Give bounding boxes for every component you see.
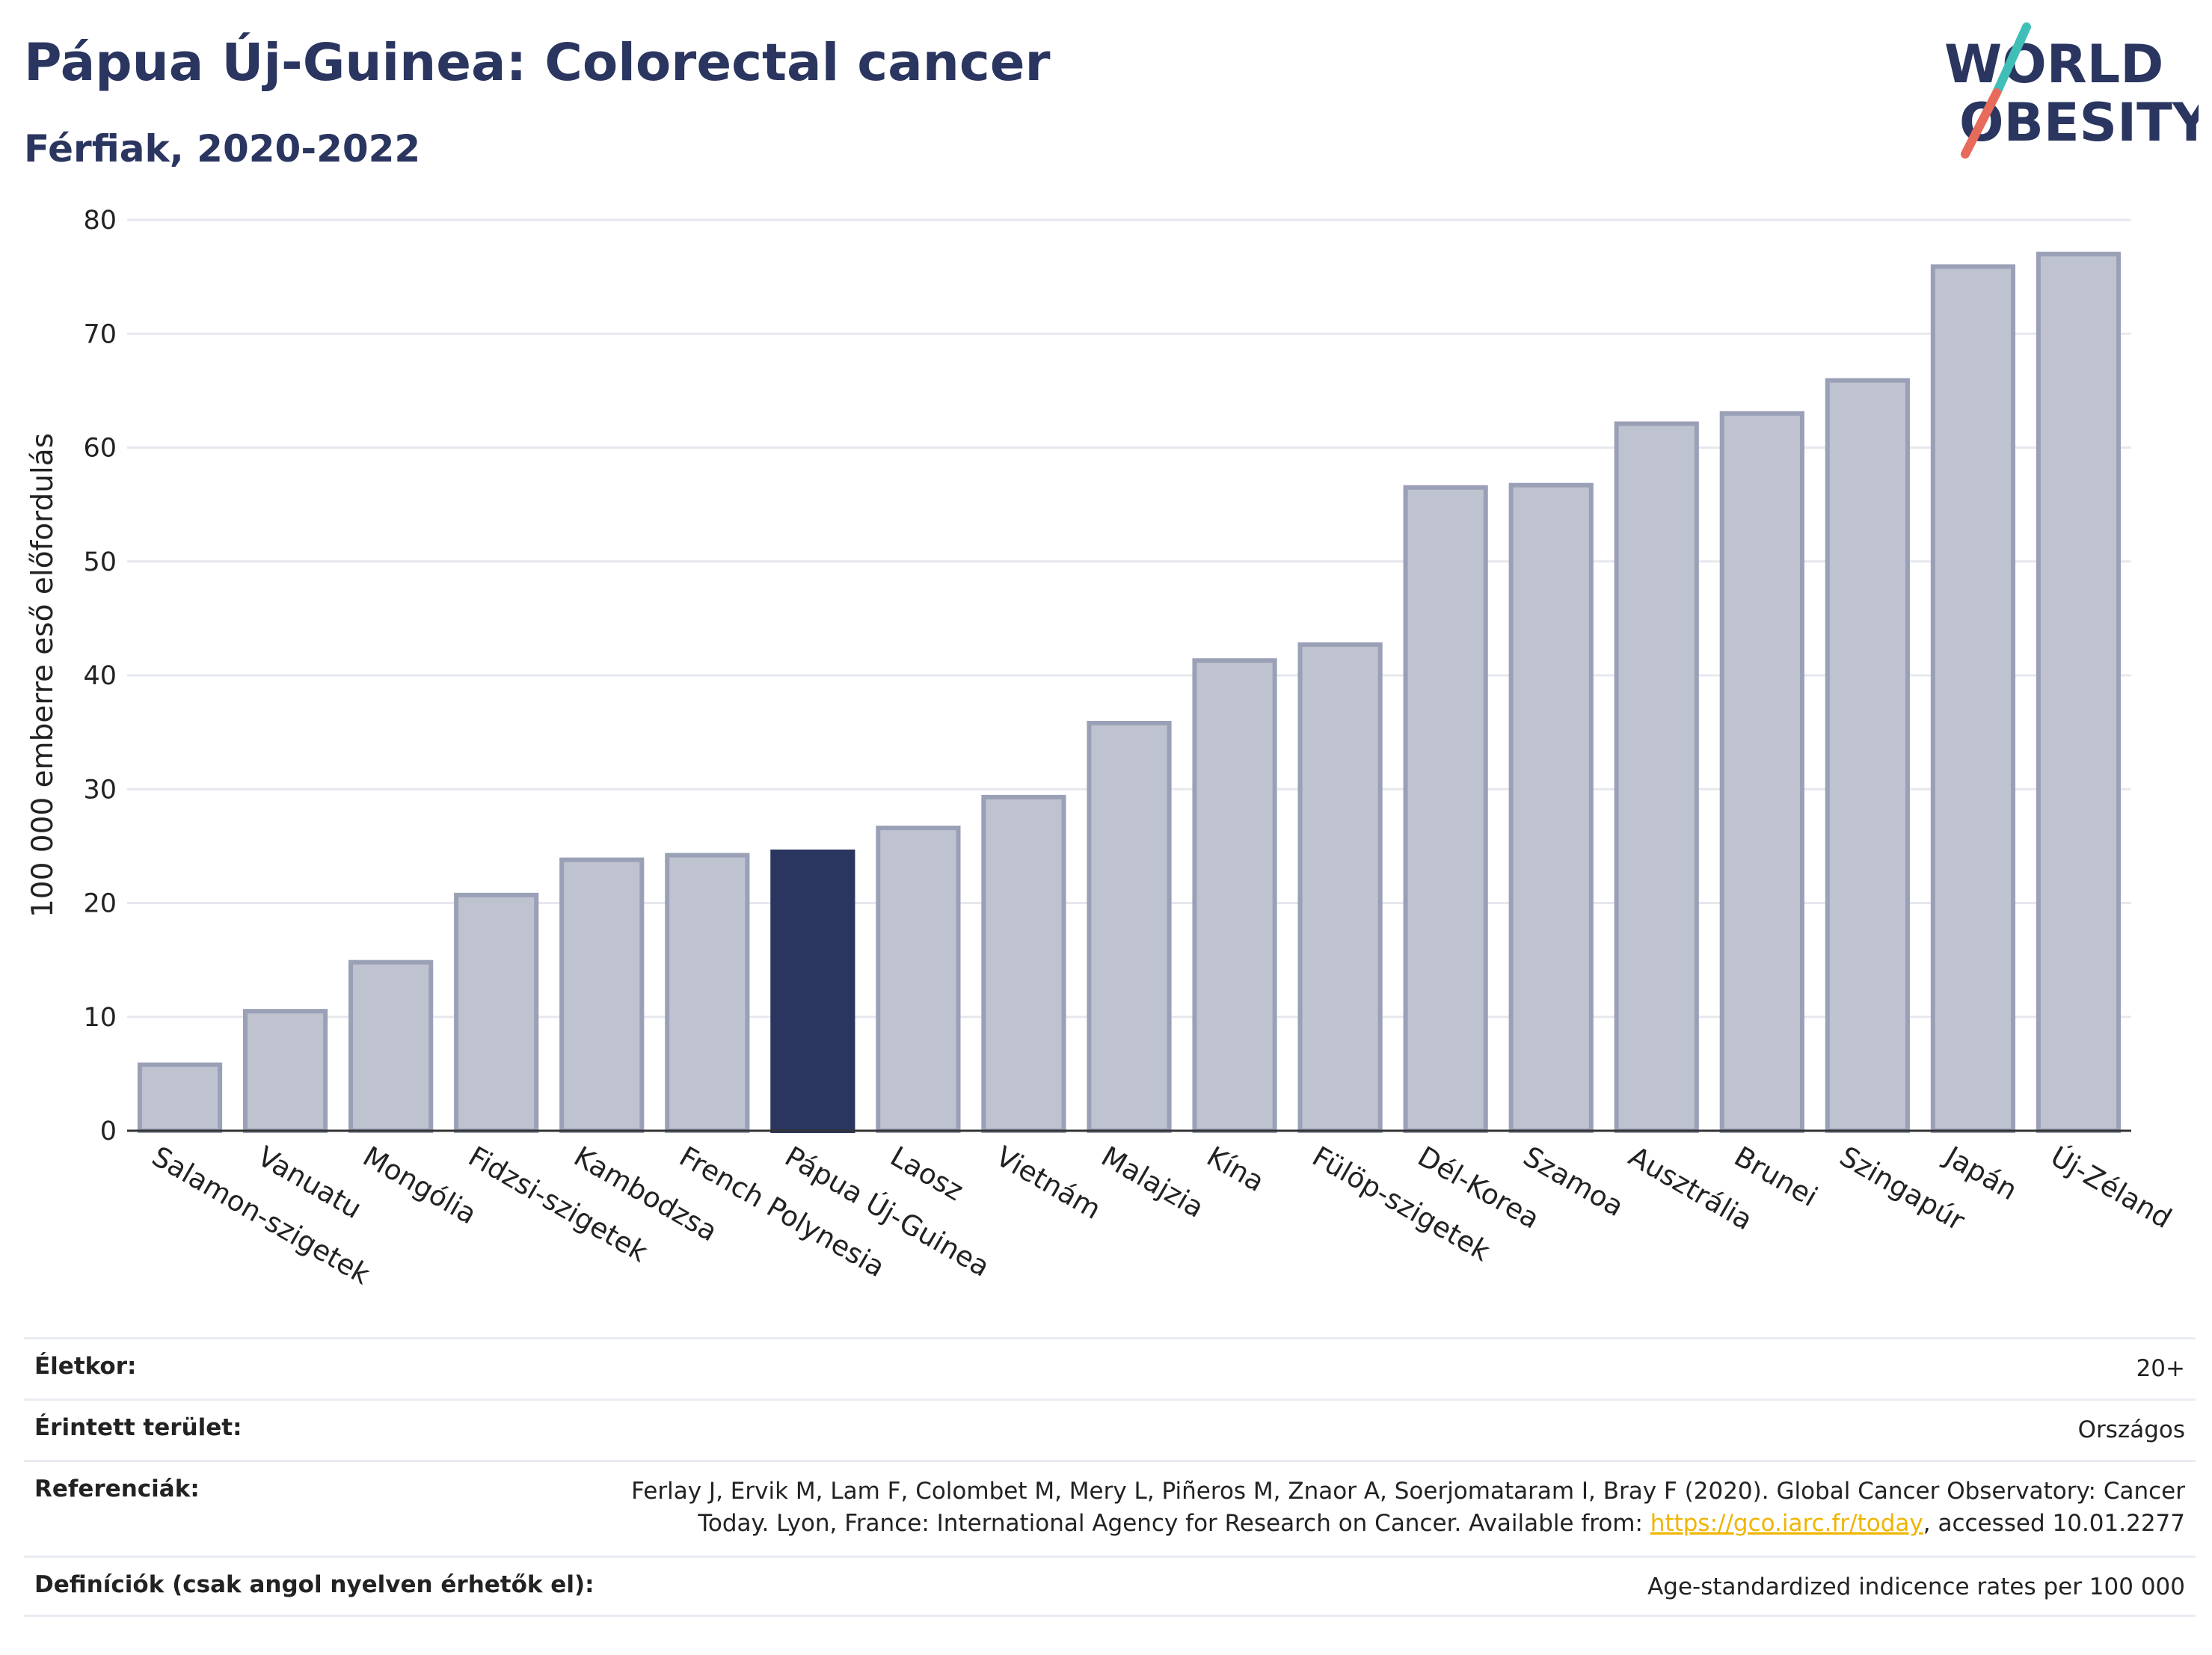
bar xyxy=(1825,378,1910,1133)
x-tick-label: Kína xyxy=(1202,1140,1270,1199)
definitions-label: Definíciók (csak angol nyelven érhetők e… xyxy=(34,1571,595,1598)
bar-chart: 0 10 20 30 40 50 60 70 80 Salamon-szigetek Vanuatu… xyxy=(26,206,2178,1291)
y-tick-label: 40 xyxy=(83,661,117,691)
chart-title: Pápua Új-Guinea: Colorectal cancer xyxy=(24,33,1051,93)
logo-slash-bottom xyxy=(1961,88,2001,159)
y-tick-label: 30 xyxy=(83,775,117,805)
bar xyxy=(876,826,961,1133)
y-tick-label: 10 xyxy=(83,1003,117,1033)
x-tick-label: Mongólia xyxy=(357,1140,482,1231)
references-value: Ferlay J, Ervik M, Lam F, Colombet M, Me… xyxy=(631,1476,2185,1540)
bar xyxy=(1508,482,1594,1133)
age-value: 20+ xyxy=(2136,1355,2185,1382)
world-obesity-logo: WORLD OBESITY xyxy=(1944,21,2199,163)
reference-line-2-end: , accessed 10.01.2277 xyxy=(1923,1510,2185,1537)
bar xyxy=(137,1062,223,1133)
world-obesity-logo-graphic: WORLD OBESITY xyxy=(1944,22,2199,159)
area-value: Országos xyxy=(2077,1416,2185,1443)
bar xyxy=(1930,264,2016,1133)
chart-subtitle: Férfiak, 2020-2022 xyxy=(24,127,421,171)
y-tick-label: 20 xyxy=(83,889,117,919)
y-axis-title: 100 000 emberre eső előfordulás xyxy=(26,433,60,918)
logo-slash-top xyxy=(1992,22,2031,97)
area-label: Érintett terület: xyxy=(34,1414,242,1441)
x-tick-label: Vietnám xyxy=(990,1140,1106,1226)
y-tick-label: 0 xyxy=(100,1117,117,1146)
y-tick-label: 50 xyxy=(83,547,117,577)
bar xyxy=(559,857,645,1134)
bar xyxy=(981,794,1066,1133)
x-tick-label: Fülöp-szigetek xyxy=(1307,1140,1496,1268)
bar xyxy=(2036,251,2122,1133)
bar xyxy=(1192,658,1277,1133)
x-tick-label: Malajzia xyxy=(1096,1140,1210,1224)
info-row-references: Referenciák: Ferlay J, Ervik M, Lam F, C… xyxy=(24,1460,2196,1556)
info-row-age: Életkor: 20+ xyxy=(24,1337,2196,1398)
bar xyxy=(1087,720,1172,1133)
x-tick-label: Japán xyxy=(1938,1140,2023,1207)
y-tick-label: 70 xyxy=(83,319,117,349)
y-tick-label: 60 xyxy=(83,434,117,464)
bar xyxy=(665,853,750,1134)
references-label: Referenciák: xyxy=(34,1476,200,1502)
bar-highlighted xyxy=(770,849,855,1134)
info-table: Életkor: 20+ Érintett terület: Országos … xyxy=(24,1337,2196,1617)
reference-line-1: Ferlay J, Ervik M, Lam F, Colombet M, Me… xyxy=(631,1478,2185,1505)
bar xyxy=(1297,642,1383,1133)
reference-line-2-start: Today. Lyon, France: International Agenc… xyxy=(698,1510,1650,1537)
logo-text-world: WORLD xyxy=(1944,34,2163,95)
y-tick-label: 80 xyxy=(83,206,117,236)
bar xyxy=(1614,421,1699,1133)
x-tick-label: Laosz xyxy=(885,1140,968,1208)
bar xyxy=(1403,485,1488,1133)
x-tick-label: Új-Zéland xyxy=(2045,1140,2178,1235)
reference-link[interactable]: https://gco.iarc.fr/today xyxy=(1650,1510,1923,1537)
info-row-definitions: Definíciók (csak angol nyelven érhetők e… xyxy=(24,1556,2196,1617)
definitions-value: Age-standardized indicence rates per 100… xyxy=(1647,1573,2185,1600)
bar xyxy=(348,959,434,1134)
bar xyxy=(454,892,539,1134)
age-label: Életkor: xyxy=(34,1353,137,1380)
bar-chart-svg: 01020304050607080Salamon-szigetekVanuatu… xyxy=(26,206,2178,1291)
x-tick-label: Fidzsi-szigetek xyxy=(463,1140,654,1269)
info-row-area: Érintett terület: Országos xyxy=(24,1398,2196,1460)
logo-text-obesity: OBESITY xyxy=(1959,92,2199,153)
bar xyxy=(242,1009,328,1133)
bar xyxy=(1719,411,1804,1133)
